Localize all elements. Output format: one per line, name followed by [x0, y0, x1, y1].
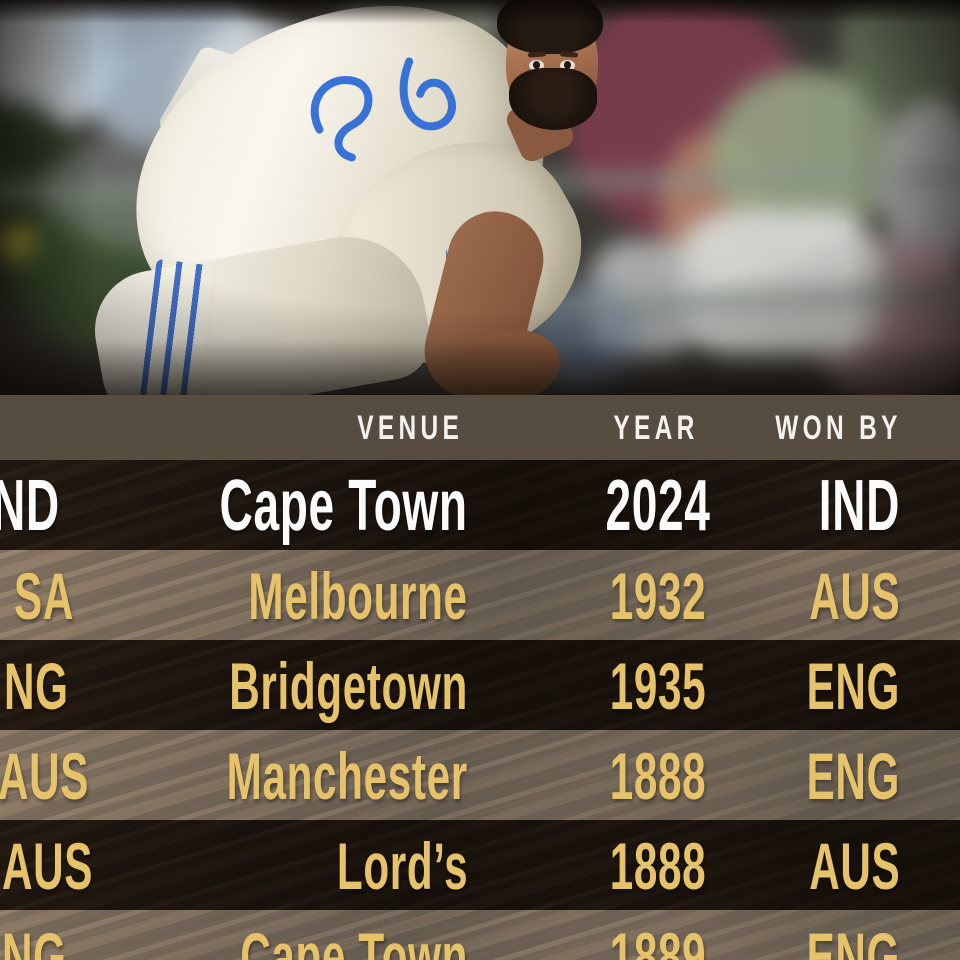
table-row: NG Bridgetown 1935 ENG	[0, 640, 960, 730]
table-header-bar: VENUE YEAR WON BY	[0, 395, 960, 460]
table-row: AUS Lord’s 1888 AUS	[0, 820, 960, 910]
header-year: YEAR	[613, 409, 699, 447]
cell-year: 1935	[609, 649, 707, 723]
header-won-by: WON BY	[775, 409, 902, 447]
cell-year: 2024	[605, 466, 711, 546]
cell-won-by: IND	[818, 466, 900, 546]
hero-photo	[0, 0, 960, 395]
cell-team: NG	[2, 919, 67, 960]
cell-year: 1888	[609, 739, 707, 813]
cell-team: AUS	[2, 829, 94, 903]
cell-venue: Bridgetown	[229, 649, 468, 723]
cell-venue: Lord’s	[336, 829, 468, 903]
cell-team: ND	[0, 466, 60, 546]
cell-won-by: ENG	[806, 739, 900, 813]
table-row: SA Melbourne 1932 AUS	[0, 550, 960, 640]
cell-venue: Cape Town	[219, 466, 468, 546]
table-row: AUS Manchester 1888 ENG	[0, 730, 960, 820]
cell-won-by: AUS	[808, 829, 900, 903]
cell-team: NG	[4, 649, 69, 723]
table-row: ND Cape Town 2024 IND	[0, 460, 960, 550]
cell-won-by: ENG	[806, 649, 900, 723]
cell-venue: Cape Town	[240, 919, 468, 960]
header-venue: VENUE	[357, 409, 463, 447]
cell-venue: Manchester	[226, 739, 468, 813]
cell-venue: Melbourne	[248, 559, 468, 633]
cell-team: AUS	[0, 739, 90, 813]
cell-won-by: ENG	[806, 919, 900, 960]
records-table: VENUE YEAR WON BY ND Cape Town 2024 IND …	[0, 395, 960, 960]
cell-year: 1889	[609, 919, 707, 960]
cell-year: 1932	[609, 559, 707, 633]
table-row: NG Cape Town 1889 ENG	[0, 910, 960, 960]
photo-vignette	[0, 0, 960, 395]
cell-year: 1888	[609, 829, 707, 903]
cell-team: SA	[14, 559, 74, 633]
cell-won-by: AUS	[808, 559, 900, 633]
